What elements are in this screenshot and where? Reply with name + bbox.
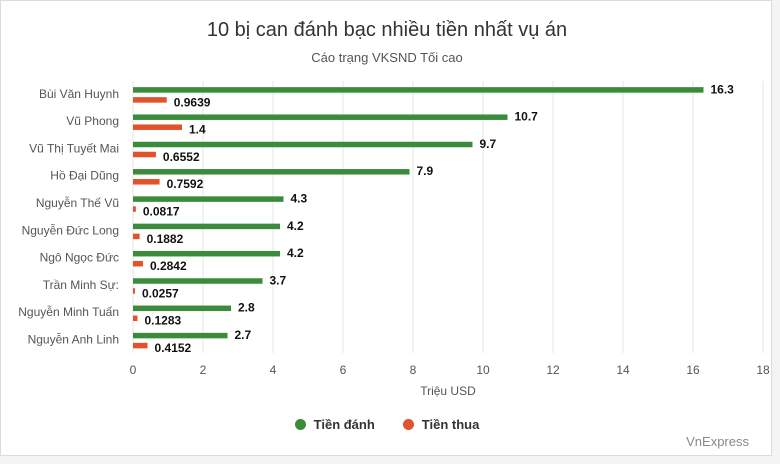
y-category-label: Vũ Phong <box>66 114 119 128</box>
legend-item-tien-thua[interactable]: Tiền thua <box>402 417 480 432</box>
data-label-tien-danh: 4.2 <box>287 246 304 260</box>
bar-tien-danh <box>133 141 473 148</box>
bar-tien-thua <box>133 315 138 322</box>
chart-title: 10 bị can đánh bạc nhiều tiền nhất vụ án <box>206 19 568 41</box>
data-label-tien-thua: 0.1882 <box>147 232 184 246</box>
bar-tien-thua <box>133 233 140 240</box>
legend-label-tien-danh: Tiền đánh <box>313 417 375 432</box>
data-label-tien-danh: 4.2 <box>287 219 304 233</box>
data-label-tien-thua: 0.6552 <box>163 150 200 164</box>
chart-card: 10 bị can đánh bạc nhiều tiền nhất vụ án… <box>0 0 772 456</box>
y-category-label: Vũ Thị Tuyết Mai <box>29 141 119 155</box>
data-label-tien-thua: 0.0257 <box>142 286 179 300</box>
x-tick-label: 10 <box>476 363 490 377</box>
bar-tien-thua <box>133 288 135 294</box>
bar-tien-danh <box>133 169 410 175</box>
bar-tien-danh <box>133 196 284 202</box>
x-axis-title: Triệu USD <box>420 384 476 398</box>
bar-tien-danh <box>133 87 704 93</box>
data-label-tien-thua: 0.7592 <box>167 177 204 191</box>
y-category-label: Nguyễn Minh Tuấn <box>18 304 119 319</box>
data-label-tien-thua: 0.4152 <box>155 341 192 355</box>
bar-tien-thua <box>133 342 148 349</box>
data-label-tien-danh: 2.8 <box>238 301 255 315</box>
bar-chart: 0 2 4 6 8 10 12 14 16 18 Triệu USD Bùi Văn Huynh 16.… <box>18 81 770 398</box>
data-label-tien-danh: 10.7 <box>515 110 539 124</box>
legend-marker-tien-thua <box>402 419 414 430</box>
x-tick-label: 0 <box>130 363 137 377</box>
x-tick-label: 8 <box>410 363 417 377</box>
x-tick-label: 16 <box>686 363 700 377</box>
data-label-tien-thua: 0.9639 <box>174 95 211 109</box>
bar-tien-danh <box>133 250 280 257</box>
data-label-tien-danh: 4.3 <box>291 192 308 206</box>
x-tick-label: 2 <box>200 363 207 377</box>
data-label-tien-danh: 9.7 <box>480 137 497 151</box>
bar-tien-danh <box>133 114 508 120</box>
bar-tien-danh <box>133 305 231 312</box>
legend-item-tien-danh[interactable]: Tiền đánh <box>294 417 375 432</box>
chart-legend: Tiền đánh Tiền thua <box>1 417 773 432</box>
source-credit: VnExpress <box>686 434 749 449</box>
bar-tien-thua <box>133 179 160 185</box>
data-label-tien-danh: 3.7 <box>270 273 287 287</box>
chart-subtitle: Cáo trạng VKSND Tối cao <box>311 50 463 65</box>
y-category-label: Ngô Ngọc Đức <box>40 251 119 265</box>
bar-tien-thua <box>133 97 167 103</box>
legend-label-tien-thua: Tiền thua <box>421 417 480 432</box>
y-category-label: Nguyễn Anh Linh <box>28 332 119 347</box>
legend-marker-tien-danh <box>294 419 306 430</box>
x-tick-label: 4 <box>270 363 277 377</box>
y-category-label: Trần Minh Sự: <box>43 278 119 292</box>
y-category-label: Nguyễn Thế Vũ <box>36 195 119 210</box>
data-label-tien-danh: 2.7 <box>235 328 252 342</box>
y-category-label: Hồ Đại Dũng <box>50 169 119 183</box>
bar-tien-danh <box>133 223 280 230</box>
x-tick-label: 18 <box>756 363 770 377</box>
bar-tien-thua <box>133 124 182 130</box>
x-tick-label: 6 <box>340 363 347 377</box>
data-label-tien-danh: 16.3 <box>711 82 735 96</box>
y-category-label: Nguyễn Đức Long <box>22 222 119 237</box>
data-label-tien-thua: 1.4 <box>189 123 206 137</box>
y-category-label: Bùi Văn Huynh <box>39 87 119 101</box>
data-label-tien-thua: 0.1283 <box>144 314 181 328</box>
bar-tien-danh <box>133 332 228 339</box>
bar-tien-thua <box>133 260 143 267</box>
x-tick-label: 12 <box>546 363 560 377</box>
bar-tien-thua <box>133 206 136 212</box>
bar-tien-danh <box>133 278 263 284</box>
bar-tien-thua <box>133 151 156 158</box>
data-label-tien-thua: 0.0817 <box>143 205 180 219</box>
x-tick-label: 14 <box>616 363 630 377</box>
data-label-tien-thua: 0.2842 <box>150 259 187 273</box>
data-label-tien-danh: 7.9 <box>417 164 434 178</box>
